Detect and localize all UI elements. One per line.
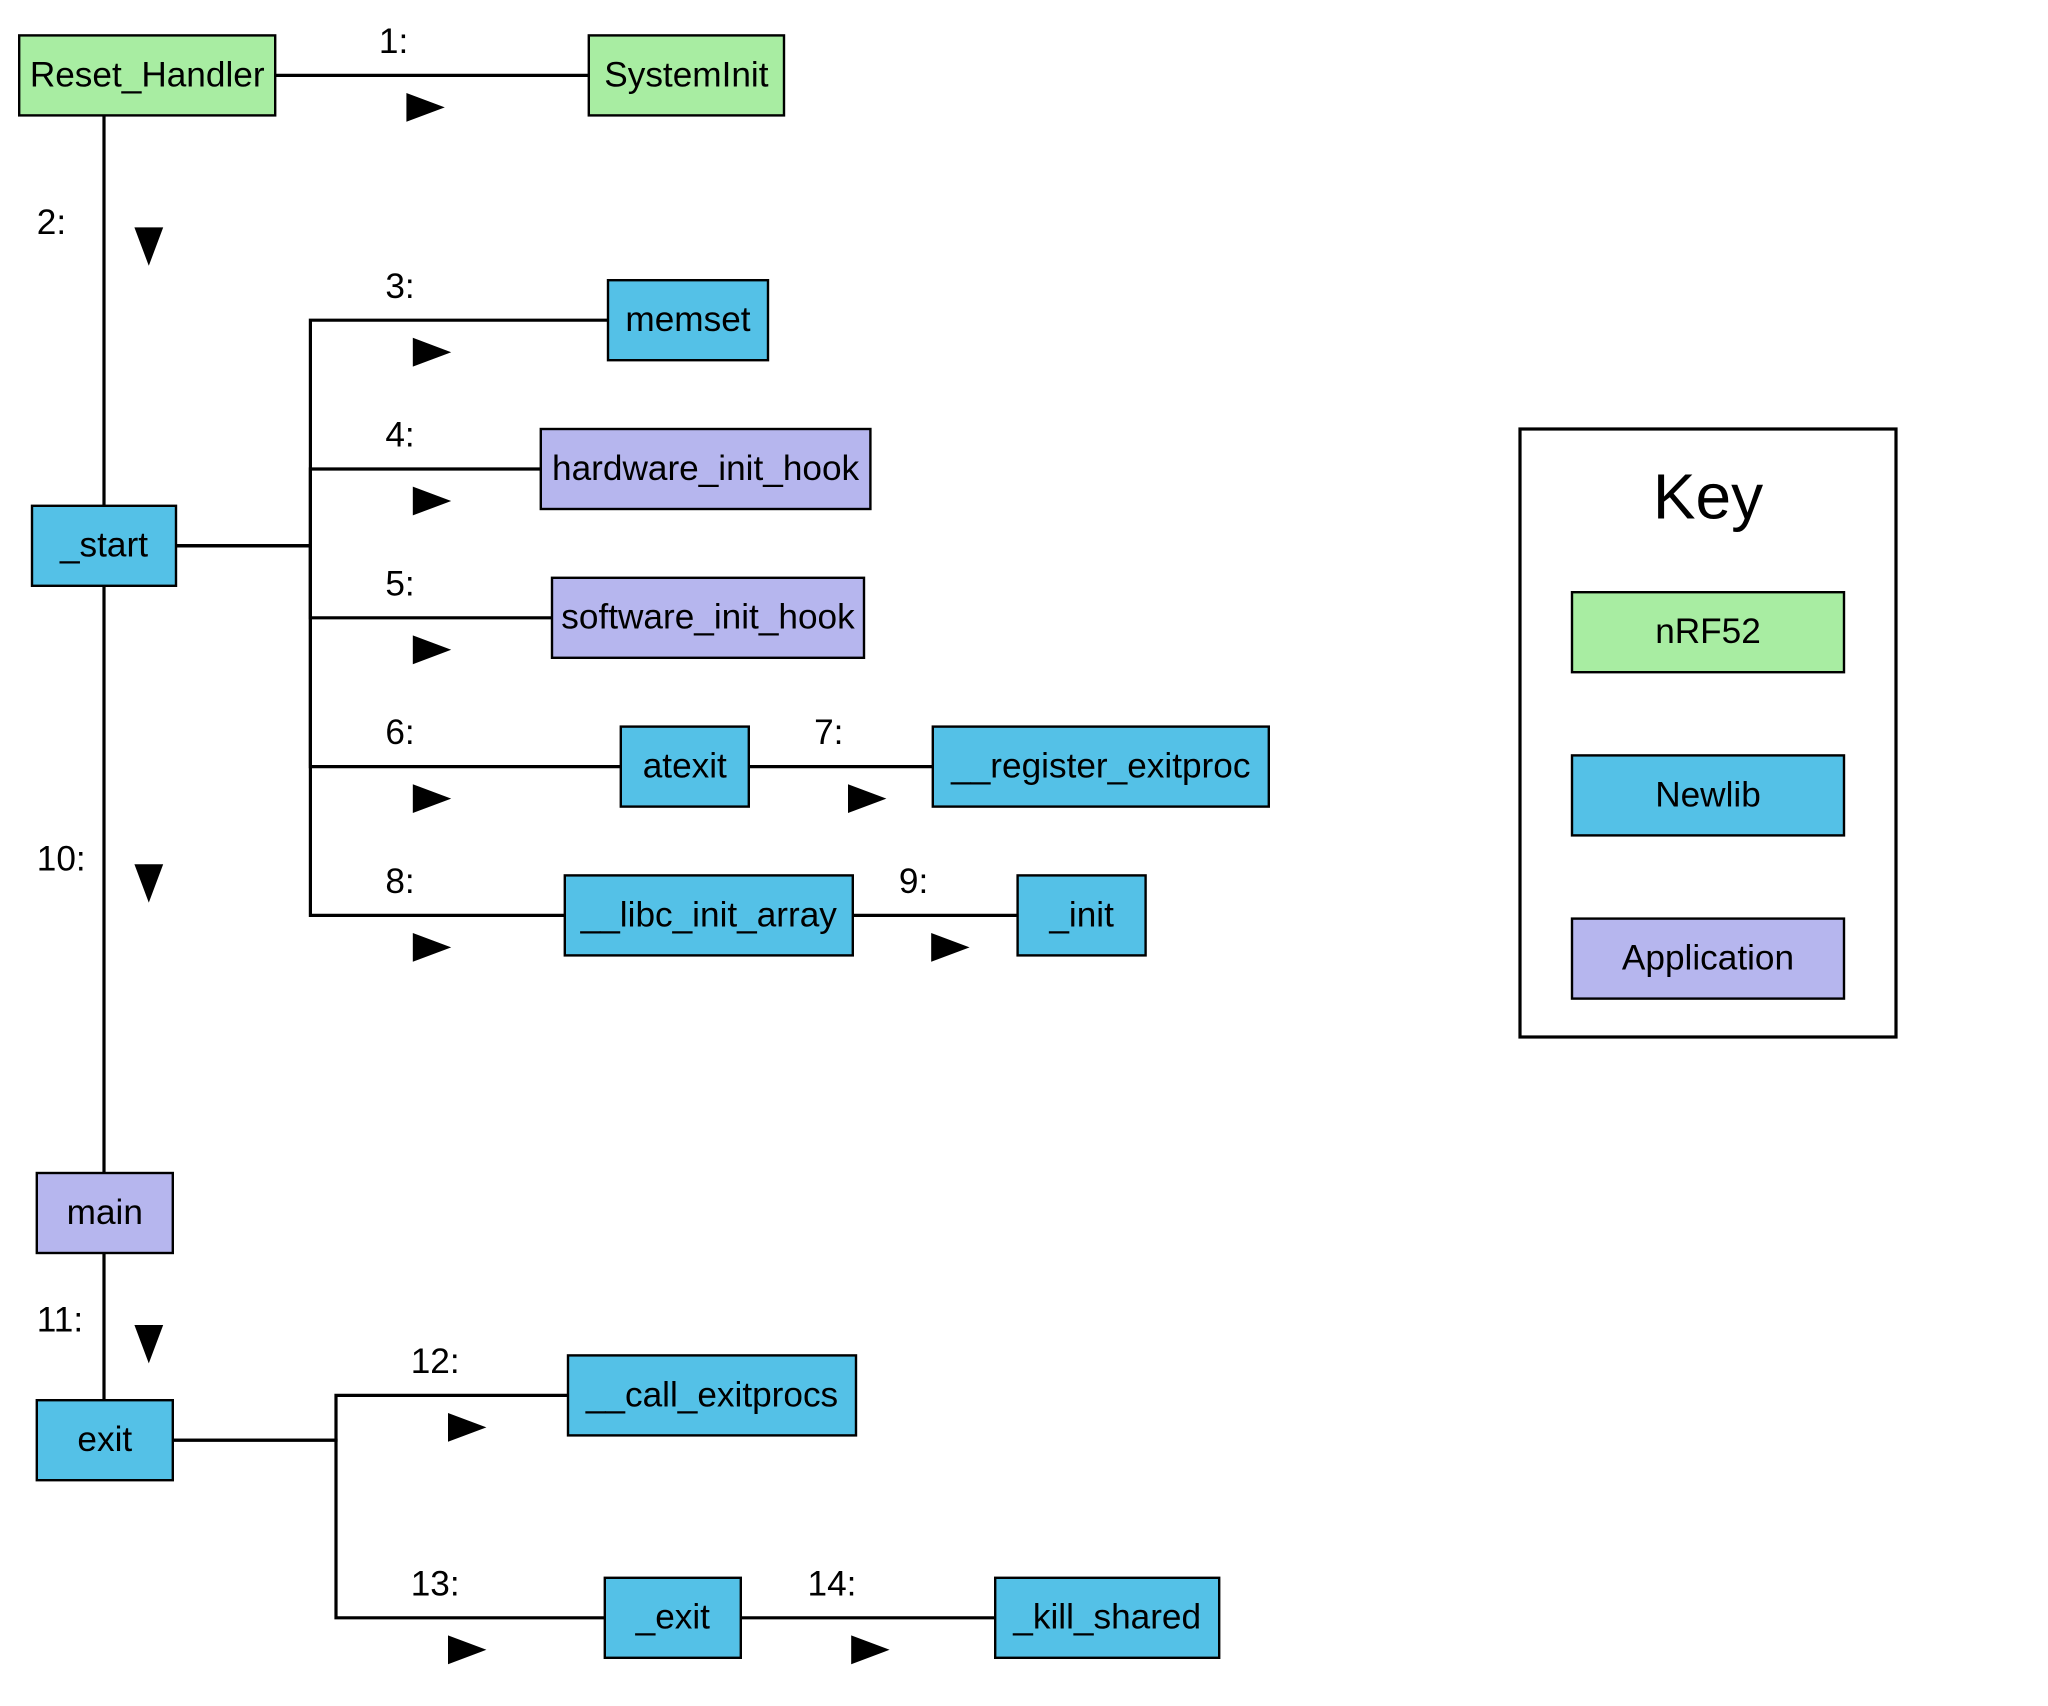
- edge-label-e10: 10:: [37, 840, 86, 879]
- edge-label-e7: 7:: [814, 713, 843, 752]
- node-kill_shared: _kill_shared: [995, 1578, 1219, 1658]
- edge-label-e12: 12:: [411, 1342, 460, 1381]
- node-atexit: atexit: [621, 727, 749, 807]
- node-label-start: _start: [59, 526, 148, 565]
- edge-label-e3: 3:: [385, 267, 414, 306]
- node-label-call_exitprocs: __call_exitprocs: [585, 1375, 838, 1414]
- node-label-reg_exitproc: __register_exitproc: [950, 746, 1250, 785]
- edge-e11: 11:: [37, 1253, 163, 1400]
- node-label-reset_handler: Reset_Handler: [30, 55, 265, 94]
- edge-label-e14: 14:: [808, 1564, 857, 1603]
- node-hw_hook: hardware_init_hook: [541, 429, 871, 509]
- legend-label: Newlib: [1655, 775, 1761, 814]
- node-reset_handler: Reset_Handler: [19, 35, 275, 115]
- legend-item-nrf52: nRF52: [1572, 592, 1844, 672]
- edge-label-e8: 8:: [385, 862, 414, 901]
- node-label-exit: exit: [77, 1420, 132, 1459]
- node-label-kill_shared: _kill_shared: [1012, 1598, 1201, 1637]
- edge-label-e9: 9:: [899, 862, 928, 901]
- node-_exit: _exit: [605, 1578, 741, 1658]
- node-label-_exit: _exit: [635, 1598, 711, 1637]
- edge-label-e2: 2:: [37, 203, 66, 242]
- node-label-init: _init: [1048, 895, 1114, 934]
- legend-title: Key: [1653, 461, 1763, 533]
- node-call_exitprocs: __call_exitprocs: [568, 1355, 856, 1435]
- legend-label: nRF52: [1655, 612, 1761, 651]
- node-start: _start: [32, 506, 176, 586]
- node-label-system_init: SystemInit: [604, 55, 768, 94]
- edge-e8: 8:: [176, 546, 565, 962]
- edge-e2: 2:: [37, 115, 163, 505]
- node-main: main: [37, 1173, 173, 1253]
- edge-e10: 10:: [37, 586, 163, 1173]
- edge-label-e6: 6:: [385, 713, 414, 752]
- node-label-memset: memset: [625, 300, 750, 339]
- node-exit: exit: [37, 1400, 173, 1480]
- node-libc_init: __libc_init_array: [565, 875, 853, 955]
- node-label-atexit: atexit: [643, 746, 727, 785]
- edge-e13: 13:: [173, 1440, 605, 1664]
- edge-e12: 12:: [173, 1342, 568, 1442]
- node-system_init: SystemInit: [589, 35, 784, 115]
- edge-label-e13: 13:: [411, 1564, 460, 1603]
- legend-item-newlib: Newlib: [1572, 755, 1844, 835]
- edge-label-e4: 4:: [385, 416, 414, 455]
- edge-e9: 9:: [853, 862, 1018, 962]
- edge-e14: 14:: [741, 1564, 995, 1664]
- legend-label: Application: [1622, 938, 1794, 977]
- node-label-libc_init: __libc_init_array: [580, 895, 838, 934]
- edge-e4: 4:: [176, 416, 541, 546]
- node-init: _init: [1018, 875, 1146, 955]
- nodes-layer: Reset_Handler SystemInit _start memset hardw…: [19, 35, 1269, 1657]
- legend-item-application: Application: [1572, 919, 1844, 999]
- node-label-hw_hook: hardware_init_hook: [552, 449, 860, 488]
- edge-e7: 7:: [749, 713, 933, 813]
- edge-label-e11: 11:: [37, 1300, 83, 1339]
- edge-label-e1: 1:: [379, 22, 408, 61]
- node-label-sw_hook: software_init_hook: [561, 598, 855, 637]
- legend: Key nRF52 Newlib Application: [1520, 429, 1896, 1037]
- edges-layer: 1: 2: 3: 4: 5: 6: 7: 8: 9: 10: 11: 12: 13: 14:: [37, 22, 1018, 1664]
- flowchart: 1:2:3:4:5:6:7:8:9:10:11:12:13:14:Reset_H…: [0, 0, 2048, 1706]
- node-sw_hook: software_init_hook: [552, 578, 864, 658]
- node-label-main: main: [67, 1193, 143, 1232]
- node-memset: memset: [608, 280, 768, 360]
- node-reg_exitproc: __register_exitproc: [933, 727, 1269, 807]
- edge-e1: 1:: [275, 22, 589, 122]
- edge-e5: 5:: [176, 546, 552, 664]
- edge-label-e5: 5:: [385, 564, 414, 603]
